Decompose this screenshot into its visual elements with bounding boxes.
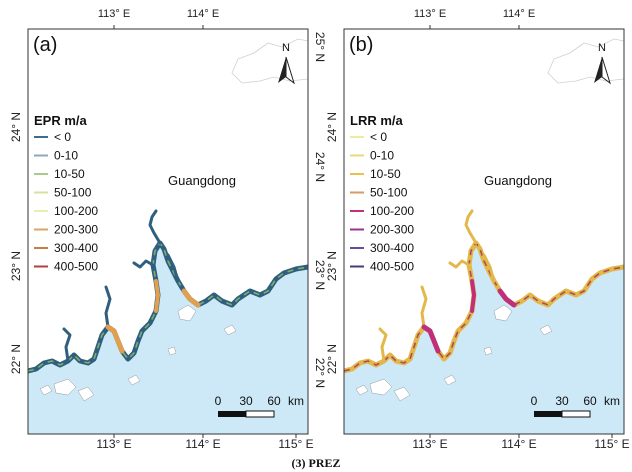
legend-title: EPR m/a (34, 113, 88, 128)
bottom-longitude-label: 114° E (501, 437, 536, 451)
scale-tick-label: 0 (215, 394, 222, 408)
scale-tick-label: 60 (267, 394, 281, 408)
scale-segment-light (246, 411, 274, 417)
map-panel-b: (b) N LRR m/a < 0 0-10 10-50 50-100 100-200 200-… (325, 8, 632, 451)
shoreline-hotspot (472, 281, 474, 311)
legend-label: 0-10 (370, 149, 394, 163)
map-panel-a: (a) N EPR m/a < 0 0-10 10-50 50-100 100-200 200-… (9, 8, 327, 451)
left-latitude-label: 23° N (9, 251, 23, 281)
region-label: Guangdong (484, 173, 552, 188)
scale-tick-label: 60 (583, 394, 597, 408)
scale-unit: km (604, 394, 620, 408)
bottom-longitude-label: 115° E (278, 437, 313, 451)
top-longitude-label: 113° E (98, 8, 130, 20)
legend-label: 0-10 (54, 149, 78, 163)
legend-label: 300-400 (370, 241, 414, 255)
figure-caption: (3) PREZ (0, 456, 632, 471)
legend-label: 200-300 (54, 223, 98, 237)
right-latitude-label: 25° N (313, 32, 327, 62)
scale-tick-label: 30 (555, 394, 569, 408)
top-longitude-label: 114° E (503, 8, 535, 20)
left-latitude-label: 22° N (9, 344, 23, 374)
shoreline-hotspot (156, 281, 158, 311)
legend-label: 400-500 (370, 260, 414, 274)
scale-segment-dark (534, 411, 562, 417)
top-longitude-label: 113° E (414, 8, 446, 20)
left-latitude-label: 23° N (325, 251, 339, 281)
legend-label: 50-100 (54, 186, 92, 200)
legend-label: < 0 (370, 130, 387, 144)
legend-label: 50-100 (370, 186, 408, 200)
region-label: Guangdong (168, 173, 236, 188)
bottom-longitude-label: 113° E (96, 437, 131, 451)
north-label: N (282, 42, 290, 54)
panel-letter: (b) (349, 34, 373, 56)
scale-tick-label: 30 (239, 394, 253, 408)
scale-unit: km (288, 394, 304, 408)
legend-label: < 0 (54, 130, 71, 144)
legend-label: 100-200 (370, 204, 414, 218)
north-label: N (598, 42, 606, 54)
panel-letter: (a) (33, 34, 57, 56)
bottom-longitude-label: 114° E (185, 437, 220, 451)
legend-label: 200-300 (370, 223, 414, 237)
scale-segment-light (562, 411, 590, 417)
legend-title: LRR m/a (350, 113, 404, 128)
legend-label: 400-500 (54, 260, 98, 274)
left-latitude-label: 24° N (325, 112, 339, 142)
legend-label: 300-400 (54, 241, 98, 255)
legend-label: 100-200 (54, 204, 98, 218)
scale-tick-label: 0 (531, 394, 538, 408)
left-latitude-label: 22° N (325, 344, 339, 374)
right-latitude-label: 24° N (313, 152, 327, 182)
bottom-longitude-label: 115° E (594, 437, 629, 451)
top-longitude-label: 114° E (187, 8, 219, 20)
legend-label: 10-50 (54, 167, 85, 181)
bottom-longitude-label: 113° E (412, 437, 447, 451)
left-latitude-label: 24° N (9, 112, 23, 142)
legend-label: 10-50 (370, 167, 401, 181)
scale-segment-dark (218, 411, 246, 417)
